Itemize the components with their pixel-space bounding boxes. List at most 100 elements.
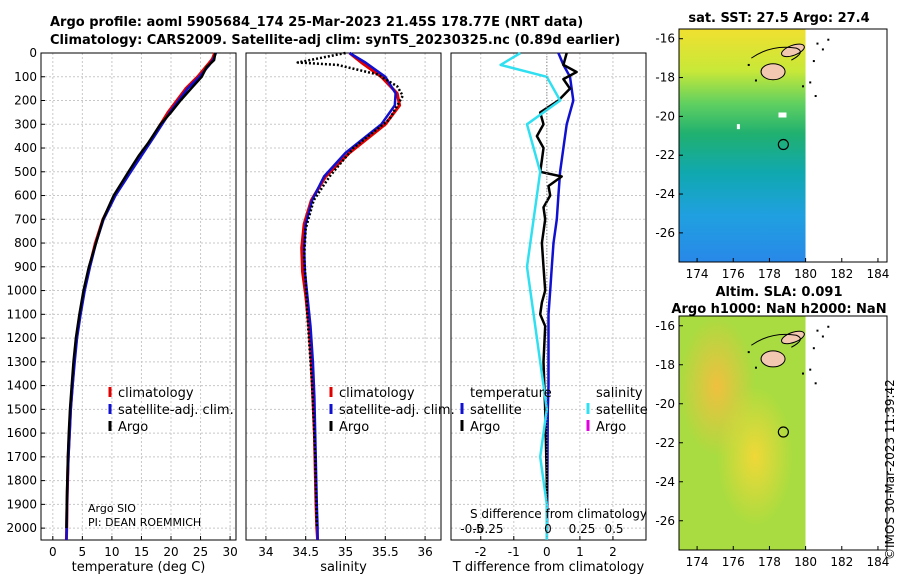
legend-label: Argo <box>118 420 148 435</box>
series-line-climatology <box>64 52 217 541</box>
y-tick-label: 2000 <box>6 521 37 535</box>
y-tick-label: -26 <box>655 514 675 528</box>
x-tick-label: 184 <box>867 555 890 569</box>
x-tick-label: 0 <box>543 545 551 559</box>
salinity-profile-panel: 34 34.5 35 35.5 36 salinity <box>245 51 442 575</box>
y-tick-label: 800 <box>14 236 37 250</box>
sla-map-title: Altim. SLA: 0.091 <box>716 285 843 300</box>
sst-map-panel: 174 176 178 180 182 184 -16 -18 -20 -22 -24 -26 <box>655 28 890 281</box>
y-tick-label: -22 <box>655 436 675 450</box>
legend-label: climatology <box>339 386 415 401</box>
y-tick-label: -16 <box>655 32 675 46</box>
plot-frame <box>245 52 442 541</box>
reef-dot <box>827 325 830 328</box>
series-line-argo <box>65 52 217 529</box>
reef-dot <box>801 85 804 88</box>
x-tick-label: 180 <box>794 267 817 281</box>
legend-label: Argo <box>470 420 500 435</box>
reef-dot <box>747 63 750 66</box>
x-tick-label: 0 <box>49 545 57 559</box>
chart-title-line-1: Argo profile: aoml 5905684_174 25-Mar-20… <box>50 15 584 30</box>
x-tick-label: 180 <box>794 555 817 569</box>
legend-label: satellite-adj. clim. <box>339 403 455 418</box>
x-tick-label: 182 <box>830 267 853 281</box>
y-tick-label: 1200 <box>6 331 37 345</box>
sst-field <box>679 29 806 262</box>
legend-temperature: climatology satellite-adj. clim. Argo <box>108 386 234 435</box>
plot-frame <box>40 52 237 541</box>
secondary-tick-label: 0.25 <box>569 522 596 536</box>
reef-dot <box>812 347 815 350</box>
y-tick-label: -24 <box>655 187 675 201</box>
x-tick-label: 174 <box>686 267 709 281</box>
island-shape <box>781 330 805 345</box>
x-tick-label: 182 <box>830 555 853 569</box>
reef-dot <box>754 366 757 369</box>
reef-dot <box>801 372 804 375</box>
reef-dot <box>821 48 824 51</box>
reef-dot <box>747 351 750 354</box>
y-tick-label: -18 <box>655 358 675 372</box>
x-tick-label: 2 <box>609 545 617 559</box>
reef-dot <box>814 382 817 385</box>
sla-anomaly <box>679 316 806 550</box>
x-tick-label: 1 <box>576 545 584 559</box>
reef-dot <box>816 42 819 45</box>
y-tick-label: -16 <box>655 319 675 333</box>
x-tick-label: 30 <box>222 545 237 559</box>
y-tick-label: 1300 <box>6 355 37 369</box>
series-line-argo <box>296 51 405 529</box>
y-tick-label: 1400 <box>6 379 37 393</box>
reef-dot <box>821 335 824 338</box>
credit-stamp: ©IMOS 30-Mar-2023 11:39:42 <box>883 379 897 560</box>
y-tick-label: 900 <box>14 260 37 274</box>
secondary-tick-label: -0.5 <box>460 522 483 536</box>
y-tick-label: 1100 <box>6 307 37 321</box>
legend-label: Argo <box>339 420 369 435</box>
difference-profile-panel: -2 -1 0 1 2T difference from climatology S di… <box>450 51 647 575</box>
y-tick-label: -24 <box>655 475 675 489</box>
x-tick-label: 184 <box>867 267 890 281</box>
chart-title-line-2: Climatology: CARS2009. Satellite-adj cli… <box>50 33 621 48</box>
x-tick-label: 35.5 <box>372 545 399 559</box>
plot-frame <box>450 52 647 541</box>
x-tick-label: 20 <box>163 545 178 559</box>
sla-map-subtitle: Argo h1000: NaN h2000: NaN <box>671 302 886 317</box>
y-tick-label: -20 <box>655 109 675 123</box>
x-tick-label: 34.5 <box>292 545 319 559</box>
cloud-patch <box>778 112 787 118</box>
credit-text: ©IMOS 30-Mar-2023 11:39:42 <box>883 379 897 560</box>
x-tick-label: 36 <box>417 545 432 559</box>
x-tick-label: -1 <box>508 545 520 559</box>
legend-label: satellite <box>470 403 522 418</box>
y-tick-label: 200 <box>14 94 37 108</box>
y-tick-label: 1500 <box>6 402 37 416</box>
temperature-profile-panel: 0 5 10 15 20 25 30 temperature (deg C) 0 100 200 30… <box>6 46 237 575</box>
secondary-axis-label: S difference from climatology <box>470 507 647 521</box>
x-tick-label: 15 <box>134 545 149 559</box>
reef-dot <box>809 81 812 84</box>
no-data-area <box>805 29 887 262</box>
x-tick-label: 178 <box>758 555 781 569</box>
float-marker <box>777 138 789 151</box>
reef-dot <box>809 368 812 371</box>
y-tick-label: 400 <box>14 141 37 155</box>
y-tick-label: -20 <box>655 397 675 411</box>
x-tick-label: 34 <box>258 545 273 559</box>
legend-head-salinity: salinity <box>596 386 643 401</box>
y-tick-label: 1700 <box>6 450 37 464</box>
x-tick-label: 10 <box>104 545 119 559</box>
sst-map-title: sat. SST: 27.5 Argo: 27.4 <box>688 11 869 26</box>
y-tick-label: -26 <box>655 226 675 240</box>
float-marker <box>777 426 789 438</box>
y-tick-label: 1800 <box>6 474 37 488</box>
secondary-tick-label: 0.5 <box>604 522 623 536</box>
no-data-area <box>805 316 887 550</box>
x-tick-label: 5 <box>79 545 87 559</box>
y-tick-label: 600 <box>14 189 37 203</box>
reef-dot <box>827 38 830 41</box>
map-frame <box>678 315 888 551</box>
series-line-temperature-argo <box>535 52 578 529</box>
